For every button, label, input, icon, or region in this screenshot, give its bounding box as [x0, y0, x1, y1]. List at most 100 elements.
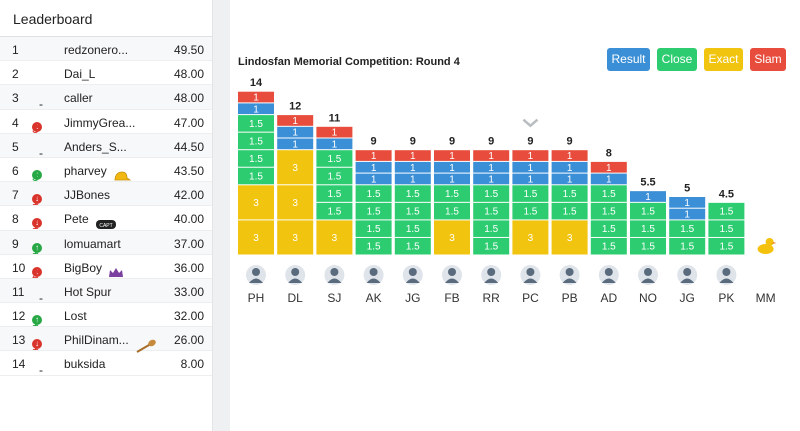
player-name: lomuamart	[64, 236, 121, 251]
avatar[interactable]	[285, 265, 306, 285]
bar-segment-slam	[434, 150, 470, 161]
avatar[interactable]	[677, 265, 698, 285]
round-panel: Lindosfan Memorial Competition: Round 4 …	[230, 0, 800, 431]
avatar[interactable]	[481, 265, 502, 285]
segment-label: 1.5	[406, 224, 420, 235]
leaderboard-row[interactable]: 11- Hot Spur 33.00	[0, 278, 212, 305]
move-count: 1	[32, 194, 39, 209]
leaderboard-row[interactable]: 4 ↓ 3 JimmyGrea... 47.00	[0, 110, 212, 136]
leaderboard-row[interactable]: 9 ↑ 1 lomuamart 37.00	[0, 230, 212, 257]
bar-segment-result	[669, 208, 706, 220]
avatar[interactable]	[716, 265, 737, 285]
leaderboard-row[interactable]: 13 ↓ 1 PhilDinam... 26.00	[0, 327, 212, 354]
leaderboard-row[interactable]: 3 - caller 48.00	[0, 85, 212, 111]
segment-label: 1.5	[484, 242, 498, 253]
avatar[interactable]	[638, 265, 658, 285]
player-name: Anders_S...	[64, 139, 127, 154]
points-chart: 331.51.51.51.51114PH33311112DL31.51.51.5…	[238, 77, 777, 305]
arrow-down-icon: ↓	[32, 266, 42, 277]
leaderboard-row[interactable]: 12 ↑ 1 Lost 32.00	[0, 303, 212, 329]
avatar[interactable]	[246, 265, 266, 285]
leaderboard-row[interactable]: 1 redzonero... 49.50	[0, 37, 212, 62]
total-label: 11	[329, 112, 341, 124]
segment-label: 1	[606, 163, 612, 174]
player-score: 43.50	[173, 163, 204, 178]
avatar[interactable]	[559, 265, 580, 285]
move-count: 1	[32, 339, 39, 354]
segment-label: 1	[488, 151, 494, 162]
bar-segment-close	[394, 220, 431, 237]
bar-segment-exact	[238, 185, 274, 220]
bar-segment-result	[316, 138, 353, 150]
leaderboard-list: 1 redzonero... 49.50 2 Dai_L 48.00 3- caller 48.…	[0, 37, 212, 377]
segment-label: 1.5	[445, 189, 459, 200]
segment-label: 1	[410, 151, 416, 162]
bar-segment-result	[434, 173, 470, 185]
leaderboard-row[interactable]: 14- buksida 8.00	[0, 351, 212, 377]
segment-label: 1	[449, 174, 455, 185]
segment-label: 1.5	[719, 224, 733, 235]
player-name: Pete CAPT	[64, 212, 116, 230]
bar-segment-result	[551, 173, 588, 185]
player-score: 48.00	[173, 91, 204, 106]
arrow-down-icon: ↓	[32, 218, 42, 229]
player-initials: AD	[600, 291, 617, 305]
total-label: 9	[410, 136, 416, 148]
bar-segment-close	[473, 220, 510, 237]
player-score: 8.00	[180, 357, 204, 372]
segment-label: 1.5	[641, 207, 655, 218]
close-button[interactable]: Close	[657, 48, 697, 71]
segment-label: 1	[292, 139, 298, 150]
player-initials: NO	[639, 291, 657, 305]
avatar[interactable]	[402, 265, 423, 285]
exact-button[interactable]: Exact	[704, 48, 743, 71]
segment-label: 1.5	[602, 189, 616, 200]
rank: 13	[12, 333, 26, 348]
bar-segment-exact	[238, 220, 274, 255]
rank: 3	[12, 91, 19, 106]
bar-segment-close	[630, 202, 666, 220]
avatar[interactable]	[324, 265, 345, 285]
segment-label: 1	[567, 151, 573, 162]
segment-label: 1	[528, 163, 534, 174]
segment-label: 1.5	[680, 242, 694, 253]
segment-label: 1.5	[249, 136, 263, 147]
segment-label: 1.5	[367, 224, 381, 235]
segment-label: 1	[332, 128, 338, 139]
player-initials: RR	[483, 291, 501, 305]
bar-segment-close	[551, 202, 588, 220]
player-name: pharvey	[64, 164, 132, 181]
bar-segment-result	[394, 161, 431, 173]
avatar[interactable]	[520, 265, 541, 285]
avatar[interactable]	[442, 265, 462, 285]
bar-segment-close	[590, 202, 627, 220]
player-score: 37.00	[173, 236, 204, 251]
leaderboard-row[interactable]: 6 ↑ 3 pharvey 43.50	[0, 158, 212, 184]
avatar[interactable]	[363, 265, 384, 285]
player-score: 42.00	[173, 188, 204, 203]
bar-segment-result	[277, 138, 314, 150]
leaderboard-row[interactable]: 8 ↓ 1 Pete CAPT 40.00	[0, 206, 212, 232]
bar-segment-close	[708, 202, 745, 220]
player-initials: FB	[444, 291, 459, 305]
segment-label: 1	[371, 151, 377, 162]
player-score: 33.00	[173, 284, 204, 299]
slam-button[interactable]: Slam	[750, 48, 786, 71]
bar-segment-close	[669, 237, 706, 255]
chevron-down-icon[interactable]	[522, 118, 539, 128]
segment-label: 1.5	[327, 154, 341, 165]
player-initials: PK	[718, 291, 734, 305]
result-button[interactable]: Result	[607, 48, 650, 71]
leaderboard-row[interactable]: 2 Dai_L 48.00	[0, 61, 212, 86]
bar-segment-slam	[512, 150, 549, 161]
leaderboard-row[interactable]: 5 - Anders_S... 44.50	[0, 133, 212, 160]
player-name: Lost	[64, 309, 87, 324]
leaderboard-title: Leaderboard	[0, 0, 212, 37]
avatar[interactable]	[598, 265, 619, 285]
bar-segment-close	[316, 202, 353, 220]
player-name: redzonero...	[64, 43, 129, 57]
move-count: 1	[32, 242, 39, 257]
leaderboard-row[interactable]: 10 ↓ 2 BigBoy 36.00	[0, 255, 212, 281]
leaderboard-row[interactable]: 7 ↓ 1 JJBones 42.00	[0, 182, 212, 209]
segment-label: 1	[371, 163, 377, 174]
